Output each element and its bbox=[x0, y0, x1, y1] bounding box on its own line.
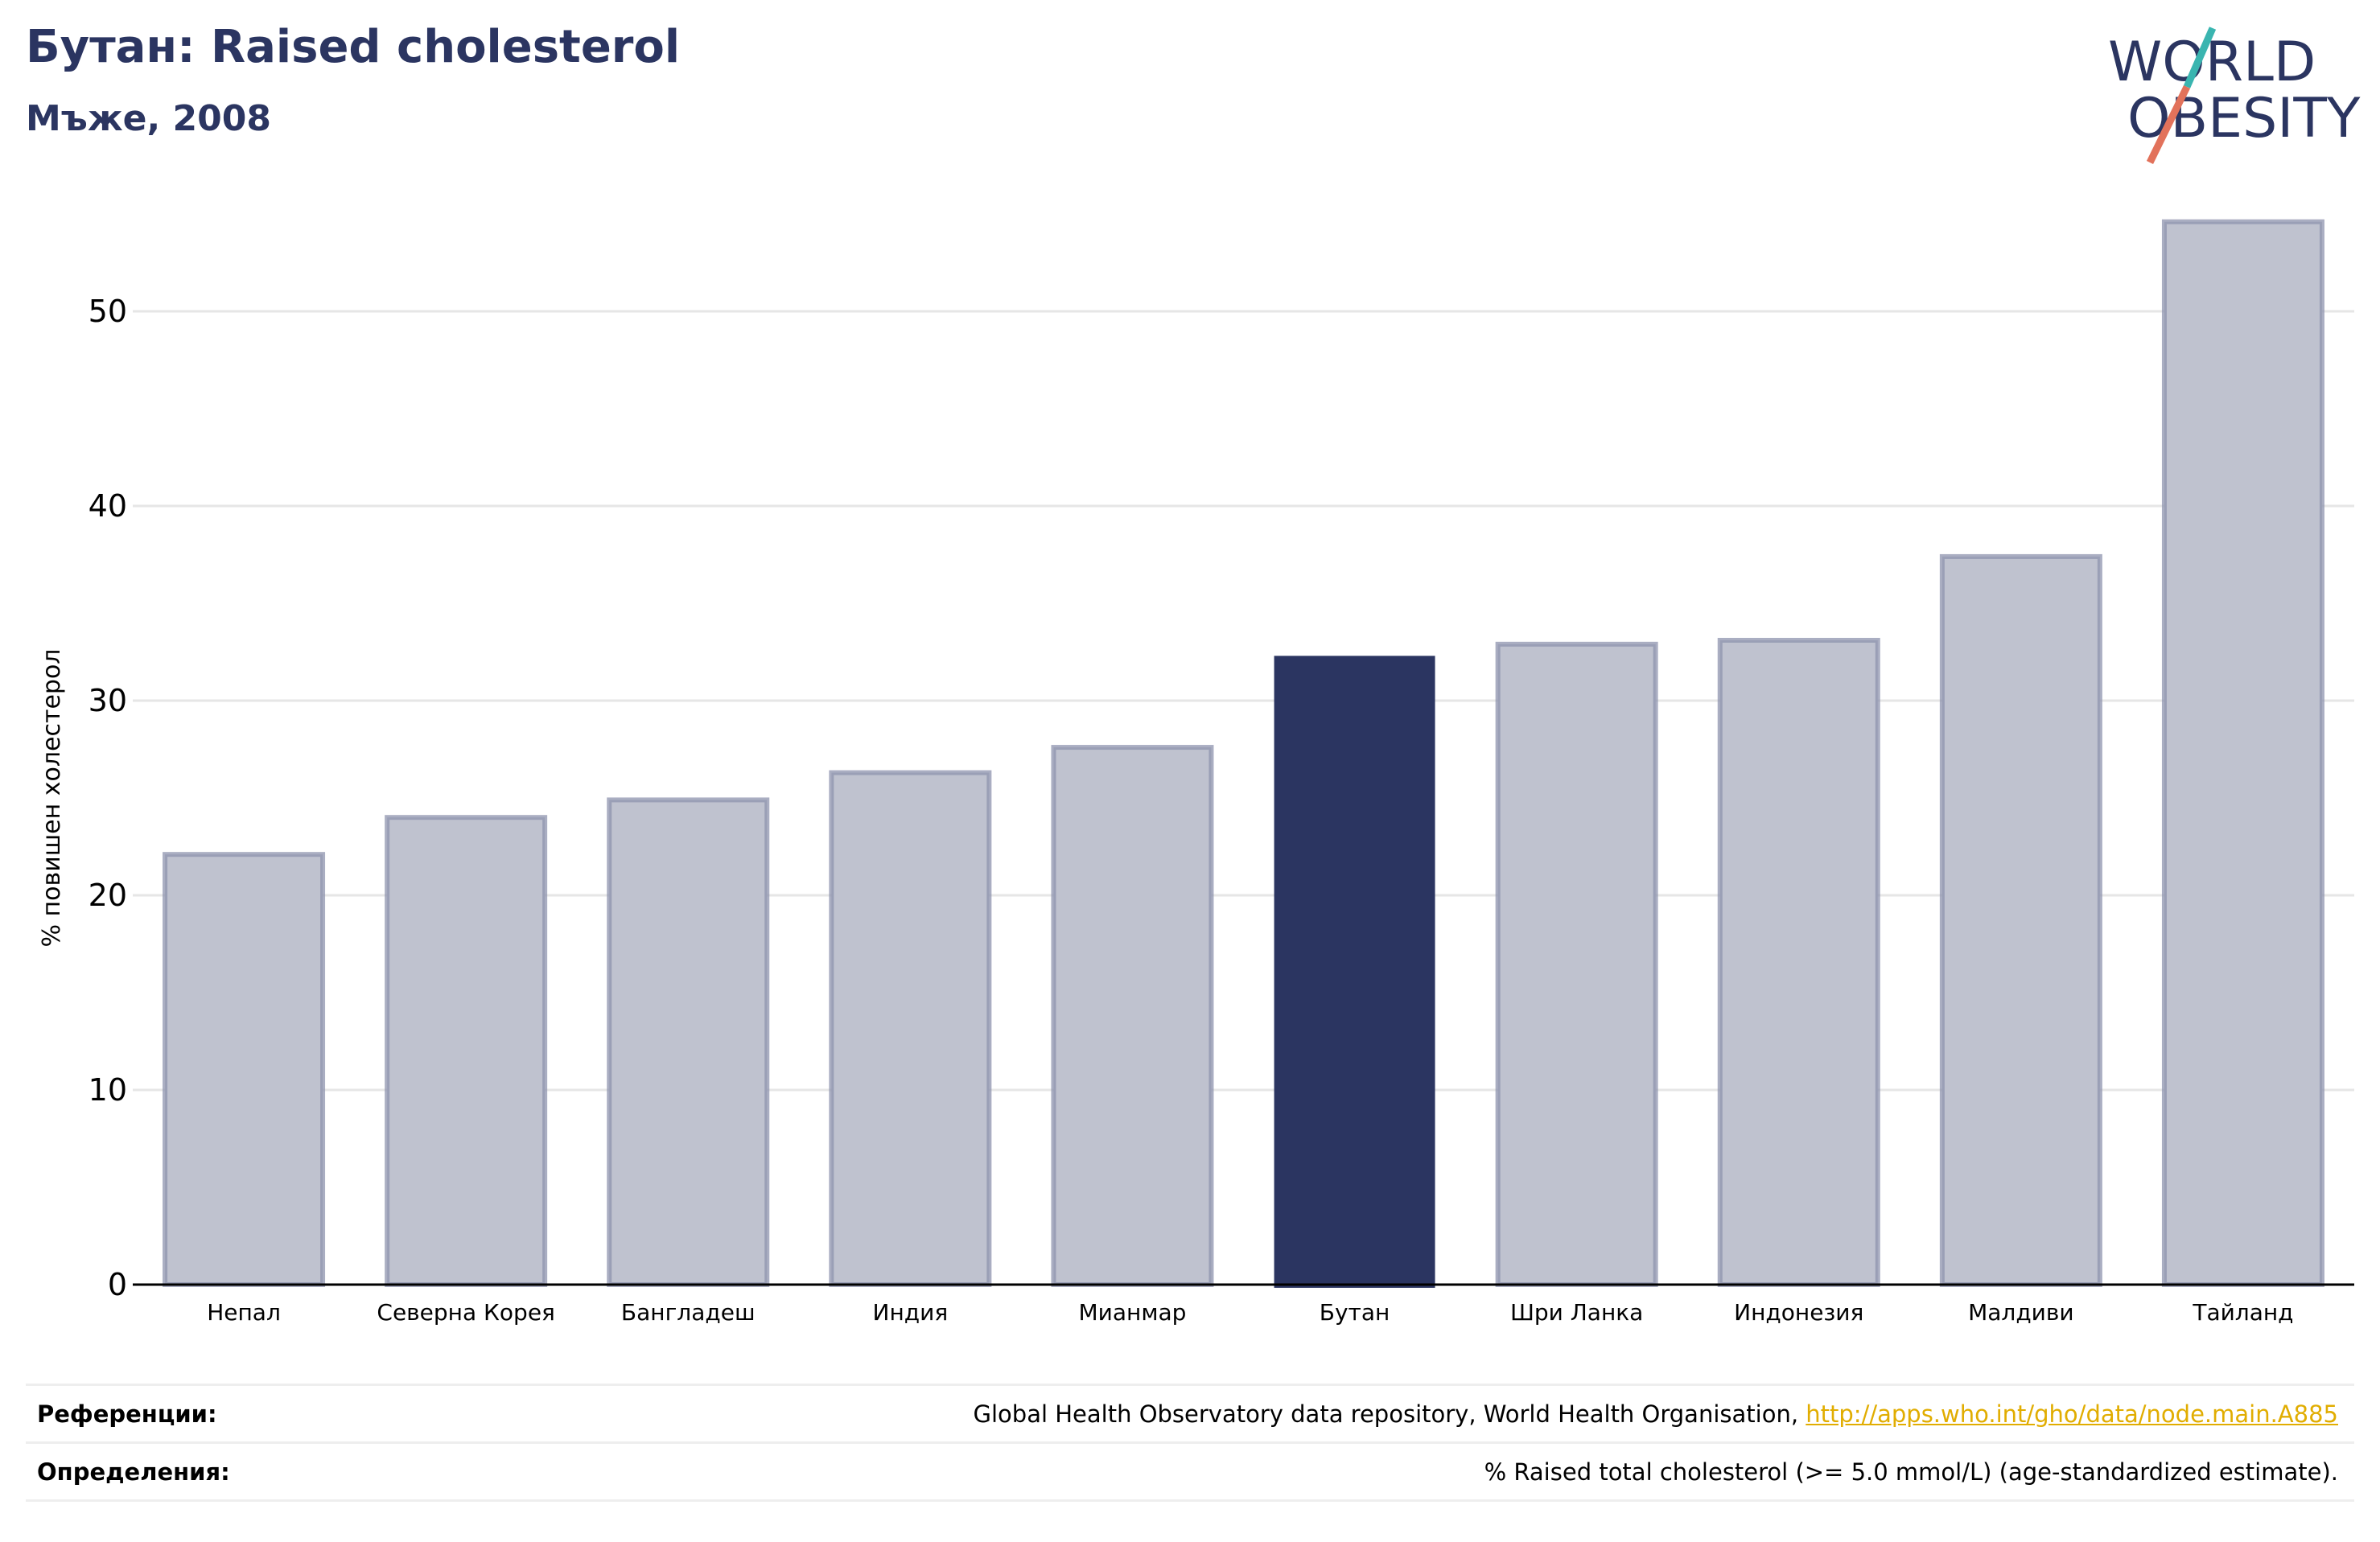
bar bbox=[163, 852, 326, 1288]
chart-subtitle: Мъже, 2008 bbox=[26, 98, 271, 139]
bar bbox=[607, 797, 770, 1287]
references-link[interactable]: http://apps.who.int/gho/data/node.main.A… bbox=[1806, 1400, 2338, 1428]
y-axis-label: % повишен холестерол bbox=[38, 649, 66, 948]
y-tick-label: 20 bbox=[89, 878, 127, 913]
x-tick-label: Шри Ланка bbox=[1510, 1299, 1643, 1326]
x-tick-label: Бутан bbox=[1320, 1299, 1390, 1326]
bar-highlight bbox=[1274, 656, 1435, 1288]
bar bbox=[1495, 641, 1658, 1287]
y-tick-label: 10 bbox=[89, 1072, 127, 1108]
y-tick-label: 40 bbox=[89, 488, 127, 524]
x-tick-label: Индия bbox=[873, 1299, 949, 1326]
references-value: Global Health Observatory data repositor… bbox=[974, 1400, 2338, 1428]
bar bbox=[2161, 219, 2324, 1287]
x-tick-label: Тайланд bbox=[2192, 1299, 2293, 1326]
chart-title: Бутан: Raised cholesterol bbox=[26, 21, 681, 73]
logo-slash-teal bbox=[2183, 27, 2217, 88]
y-tick-label: 50 bbox=[89, 294, 127, 329]
references-bottom-divider bbox=[26, 1499, 2354, 1502]
bar bbox=[1717, 637, 1880, 1287]
bar bbox=[829, 770, 992, 1287]
references-row: Референции: Global Health Observatory da… bbox=[26, 1384, 2354, 1442]
logo-slash-red bbox=[2146, 85, 2191, 164]
x-tick-label: Северна Корея bbox=[377, 1299, 555, 1326]
x-tick-label: Мианмар bbox=[1079, 1299, 1187, 1326]
definitions-row: Определения: % Raised total cholesterol … bbox=[26, 1441, 2354, 1500]
y-tick-label: 30 bbox=[89, 683, 127, 718]
y-tick-label: 0 bbox=[108, 1267, 127, 1302]
bar bbox=[1051, 745, 1214, 1287]
x-tick-label: Бангладеш bbox=[621, 1299, 756, 1326]
logo-text-world: WORLD bbox=[2108, 31, 2316, 94]
references-label: Референции: bbox=[37, 1400, 217, 1428]
x-tick-label: Непал bbox=[207, 1299, 281, 1326]
bar-chart: 0 10 20 30 40 50 % повишен холестерол Непал Севе… bbox=[38, 219, 2354, 1326]
x-tick-label: Индонезия bbox=[1734, 1299, 1863, 1326]
references-text: Global Health Observatory data repositor… bbox=[973, 1400, 1799, 1428]
bar bbox=[385, 815, 548, 1287]
world-obesity-logo: WORLD OBESITY bbox=[2108, 27, 2361, 164]
logo-text-obesity: OBESITY bbox=[2127, 87, 2361, 150]
definitions-label: Определения: bbox=[37, 1458, 230, 1486]
x-tick-label: Малдиви bbox=[1968, 1299, 2073, 1326]
bar bbox=[1939, 553, 2102, 1287]
definitions-text: % Raised total cholesterol (>= 5.0 mmol/… bbox=[1484, 1458, 2338, 1486]
